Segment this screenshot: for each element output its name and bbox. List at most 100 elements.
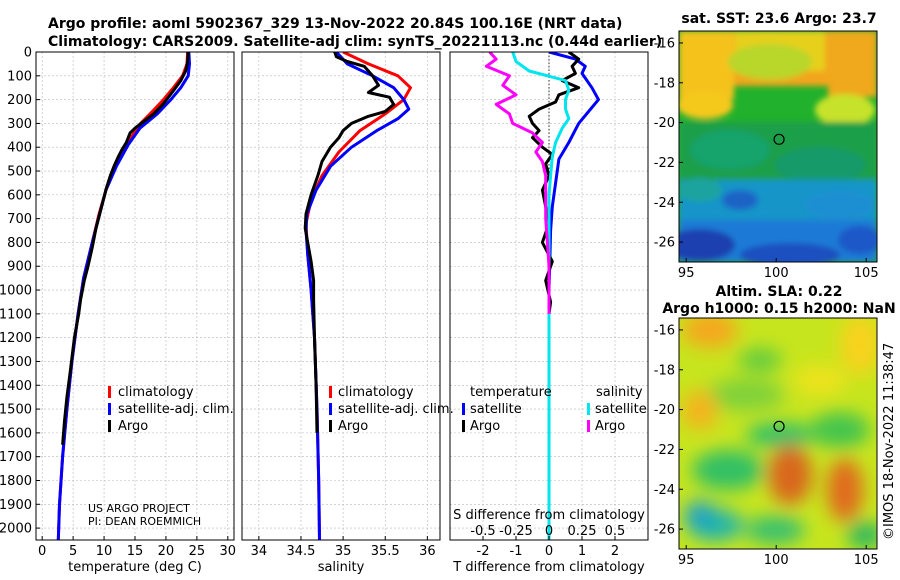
difference-legend: temperature salinity satellite Argo sate… (462, 385, 647, 434)
temperature-legend: climatology satellite-adj. clim. Argo (108, 385, 234, 434)
x-tick-label: 10 (96, 544, 113, 559)
sst-title: sat. SST: 23.6 Argo: 23.7 (681, 11, 876, 27)
y-tick-label: 2000 (0, 522, 32, 537)
s-diff-tick-label: -0.25 (499, 524, 533, 539)
difference-panel: -2 -1 0 1 2 T difference from climatology S … (449, 51, 649, 575)
map-x-tick-label: 95 (678, 553, 695, 568)
map-y-tick-label: -26 (654, 236, 675, 251)
project-label: US ARGO PROJECT (88, 502, 190, 515)
copyright-label: ©IMOS 18-Nov-2022 11:38:47 (882, 343, 897, 540)
d-legend-label-t-satellite: satellite (470, 402, 522, 417)
x-tick-label: 35 (335, 544, 352, 559)
map-y-tick-label: -24 (654, 483, 675, 498)
series-line-satellite-adj-clim- (56, 52, 191, 540)
series-line-t-satellite (547, 52, 600, 540)
x-tick-label: -1 (510, 544, 523, 559)
s-diff-tick-label: 0.5 (605, 524, 626, 539)
sla-title-2: Argo h1000: 0.15 h2000: NaN (662, 301, 895, 317)
s-legend-swatch-climatology (329, 386, 332, 398)
y-tick-label: 1200 (0, 331, 32, 346)
salinity-panel: 34 34.5 35 35.5 36 salinity climatology sate… (241, 51, 454, 575)
map-y-tick-label: -26 (654, 523, 675, 538)
salinity-lines (303, 52, 412, 540)
y-tick-label: 1600 (0, 426, 32, 441)
figure-title-line2: Climatology: CARS2009. Satellite-adj cli… (48, 34, 662, 50)
map-x-tick-label: 100 (764, 553, 789, 568)
map-y-tick-label: -18 (654, 76, 675, 91)
legend-label-satellite: satellite-adj. clim. (118, 402, 234, 417)
x-tick-label: 36 (419, 544, 436, 559)
sla-field (679, 318, 877, 549)
y-tick-label: 0 (24, 46, 32, 61)
sla-title-1: Altim. SLA: 0.22 (715, 284, 842, 300)
sla-argo-marker (773, 420, 785, 432)
x-tick-label: -2 (477, 544, 490, 559)
map-x-tick-label: 95 (678, 266, 695, 281)
d-legend-label-s-argo: Argo (595, 419, 625, 434)
map-y-tick-label: -20 (654, 403, 675, 418)
temperature-ticks: 0 5 10 15 20 25 30 (38, 536, 236, 559)
difference-lines (484, 52, 600, 540)
x-tick-label: 25 (189, 544, 206, 559)
s-legend-label-satellite: satellite-adj. clim. (338, 402, 454, 417)
map-x-tick-label: 105 (854, 266, 879, 281)
y-tick-label: 1400 (0, 379, 32, 394)
s-diff-tick-label: 0 (545, 524, 553, 539)
y-tick-label: 300 (7, 117, 32, 132)
x-tick-label: 5 (69, 544, 77, 559)
series-line-argo (303, 52, 396, 433)
map-x-tick-label: 100 (764, 266, 789, 281)
s-diff-tick-label: -0.5 (470, 524, 495, 539)
y-tick-label: 1500 (0, 403, 32, 418)
temperature-panel: 0 5 10 15 20 25 30 0 100 200 300 400 500 600 700 800 90… (0, 46, 236, 576)
salinity-legend: climatology satellite-adj. clim. Argo (329, 385, 454, 434)
map-y-tick-label: -22 (654, 156, 675, 171)
t-diff-xlabel: T difference from climatology (452, 560, 645, 575)
temperature-lines (56, 52, 191, 540)
map-y-tick-label: -20 (654, 116, 675, 131)
y-tick-label: 1000 (0, 284, 32, 299)
y-tick-label: 1300 (0, 355, 32, 370)
y-tick-label: 700 (7, 212, 32, 227)
legend-label-argo: Argo (118, 419, 148, 434)
y-tick-label: 1900 (0, 498, 32, 513)
s-diff-tick-label: 0.25 (568, 524, 597, 539)
x-tick-label: 15 (127, 544, 144, 559)
series-line-climatology (56, 52, 190, 540)
map-y-tick-label: -16 (654, 36, 675, 51)
d-legend-label-s-satellite: satellite (595, 402, 647, 417)
x-tick-label: 2 (611, 544, 619, 559)
x-tick-label: 35.5 (371, 544, 400, 559)
sst-ticks: 95 100 105 -16 -18 -20 -22 -24 -26 (654, 36, 879, 281)
x-tick-label: 34.5 (287, 544, 316, 559)
d-legend-swatch-s-satellite (587, 403, 590, 415)
s-legend-label-argo: Argo (338, 419, 368, 434)
sla-ticks: 95 100 105 -16 -18 -20 -22 -24 -26 (654, 323, 879, 568)
map-y-tick-label: -18 (654, 363, 675, 378)
map-y-tick-label: -22 (654, 443, 675, 458)
x-tick-label: 30 (220, 544, 237, 559)
sst-frame (678, 30, 878, 263)
sla-frame (678, 317, 878, 550)
y-tick-label: 800 (7, 236, 32, 251)
salinity-ticks: 34 34.5 35 35.5 36 (251, 536, 436, 559)
d-legend-swatch-t-satellite (462, 403, 465, 415)
s-diff-ticks: -0.5 -0.25 0 0.25 0.5 (470, 524, 625, 539)
s-legend-label-climatology: climatology (338, 385, 414, 400)
legend-title-temperature: temperature (470, 385, 552, 400)
y-tick-label: 200 (7, 93, 32, 108)
sst-map: sat. SST: 23.6 Argo: 23.7 (654, 11, 879, 281)
x-tick-label: 0 (545, 544, 553, 559)
series-line-s-argo (484, 52, 551, 314)
y-tick-label: 1100 (0, 307, 32, 322)
y-tick-label: 600 (7, 188, 32, 203)
d-legend-swatch-s-argo (587, 420, 590, 432)
x-tick-label: 34 (251, 544, 268, 559)
series-line-t-argo (527, 52, 581, 315)
figure-title-line1: Argo profile: aoml 5902367_329 13-Nov-20… (48, 16, 622, 32)
temperature-grid (36, 51, 234, 540)
sla-map: Altim. SLA: 0.22 Argo h1000: 0.15 h2000:… (654, 284, 896, 568)
legend-swatch-argo (108, 420, 111, 432)
difference-ticks: -2 -1 0 1 2 (477, 536, 619, 559)
s-legend-swatch-argo (329, 420, 332, 432)
